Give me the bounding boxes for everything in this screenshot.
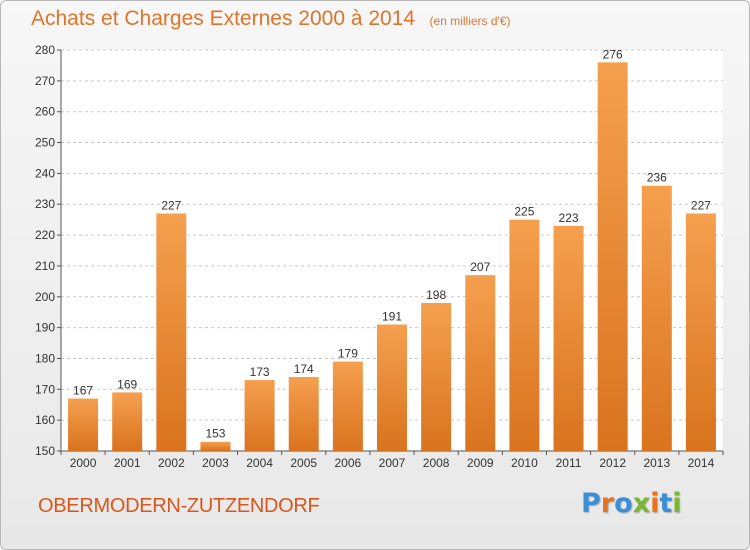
axis-layer: 150 160 170 180 190 200 210 220 230 240 250 260 270 2… [35,43,724,470]
x-tick-label-2011: 2011 [556,456,582,470]
x-tick-label-2005: 2005 [290,456,317,470]
brand-letter: i [672,488,682,519]
y-tick-label: 180 [35,351,55,365]
brand-letter: i [650,488,660,519]
brand-letter: x [632,488,651,519]
data-label-2003: 153 [205,427,225,441]
bar-2013 [641,185,672,451]
bar-2009 [465,275,496,451]
data-label-2009: 207 [470,260,490,274]
y-tick-label: 220 [35,228,55,242]
brand-letter: t [659,488,673,519]
bar-layer [68,62,716,451]
bar-2010 [509,219,540,451]
bar-2006 [332,361,363,451]
commune-name: OBERMODERN-ZUTZENDORF [38,495,320,517]
data-label-2010: 225 [514,205,534,219]
data-label-2006: 179 [338,347,358,361]
y-tick-label: 240 [35,166,55,180]
data-label-2005: 174 [294,362,314,376]
chart-title: Achats et Charges Externes 2000 à 2014 [31,7,416,30]
y-tick-label: 200 [35,290,55,304]
data-label-2012: 276 [603,47,623,61]
x-tick-label-2006: 2006 [335,456,362,470]
brand-logo: Proxiti [581,488,682,519]
bar-2014 [685,213,716,451]
y-tick-label: 150 [35,444,55,458]
y-tick-label: 250 [35,136,55,150]
data-label-2014: 227 [691,198,711,212]
bar-2011 [553,225,584,451]
x-tick-label-2002: 2002 [158,456,185,470]
y-tick-label: 260 [35,105,55,119]
y-tick-label: 270 [35,74,55,88]
bar-2000 [68,398,99,451]
data-label-2002: 227 [161,198,181,212]
x-tick-label-2003: 2003 [202,456,229,470]
data-label-2001: 169 [117,377,137,391]
y-tick-label: 210 [35,259,55,273]
title-row: Achats et Charges Externes 2000 à 2014 (… [31,7,511,31]
bar-2004 [244,380,275,451]
y-tick-label: 280 [35,43,55,57]
y-tick-label: 170 [35,382,55,396]
brand-letter: r [600,488,615,519]
x-tick-label-2012: 2012 [599,456,626,470]
y-tick-label: 160 [35,413,55,427]
bar-2001 [112,392,143,451]
x-tick-label-2004: 2004 [246,456,273,470]
x-tick-label-2007: 2007 [379,456,406,470]
data-label-2013: 236 [647,171,667,185]
data-label-2011: 223 [559,211,579,225]
label-layer: 167 169 227 153 173 174 179 191 198 207 225 223 276 2… [73,47,711,440]
data-label-2000: 167 [73,384,93,398]
x-tick-label-2010: 2010 [511,456,538,470]
x-tick-label-2014: 2014 [688,456,715,470]
x-tick-label-2001: 2001 [114,456,141,470]
brand-letter: P [581,488,601,519]
bar-2003 [200,441,231,451]
x-tick-label-2009: 2009 [467,456,494,470]
data-label-2007: 191 [382,310,402,324]
bar-2002 [156,213,187,451]
y-tick-label: 230 [35,197,55,211]
brand-letter: o [614,488,633,519]
bar-2008 [421,302,452,451]
bar-2007 [377,324,407,451]
y-tick-label: 190 [35,321,55,335]
x-tick-label-2000: 2000 [70,456,97,470]
bar-2005 [288,376,319,451]
x-tick-label-2008: 2008 [423,456,450,470]
data-label-2004: 173 [250,365,270,379]
bar-2012 [597,62,628,451]
chart-unit: (en milliers d'€) [429,14,511,28]
data-label-2008: 198 [426,288,446,302]
x-tick-label-2013: 2013 [643,456,670,470]
